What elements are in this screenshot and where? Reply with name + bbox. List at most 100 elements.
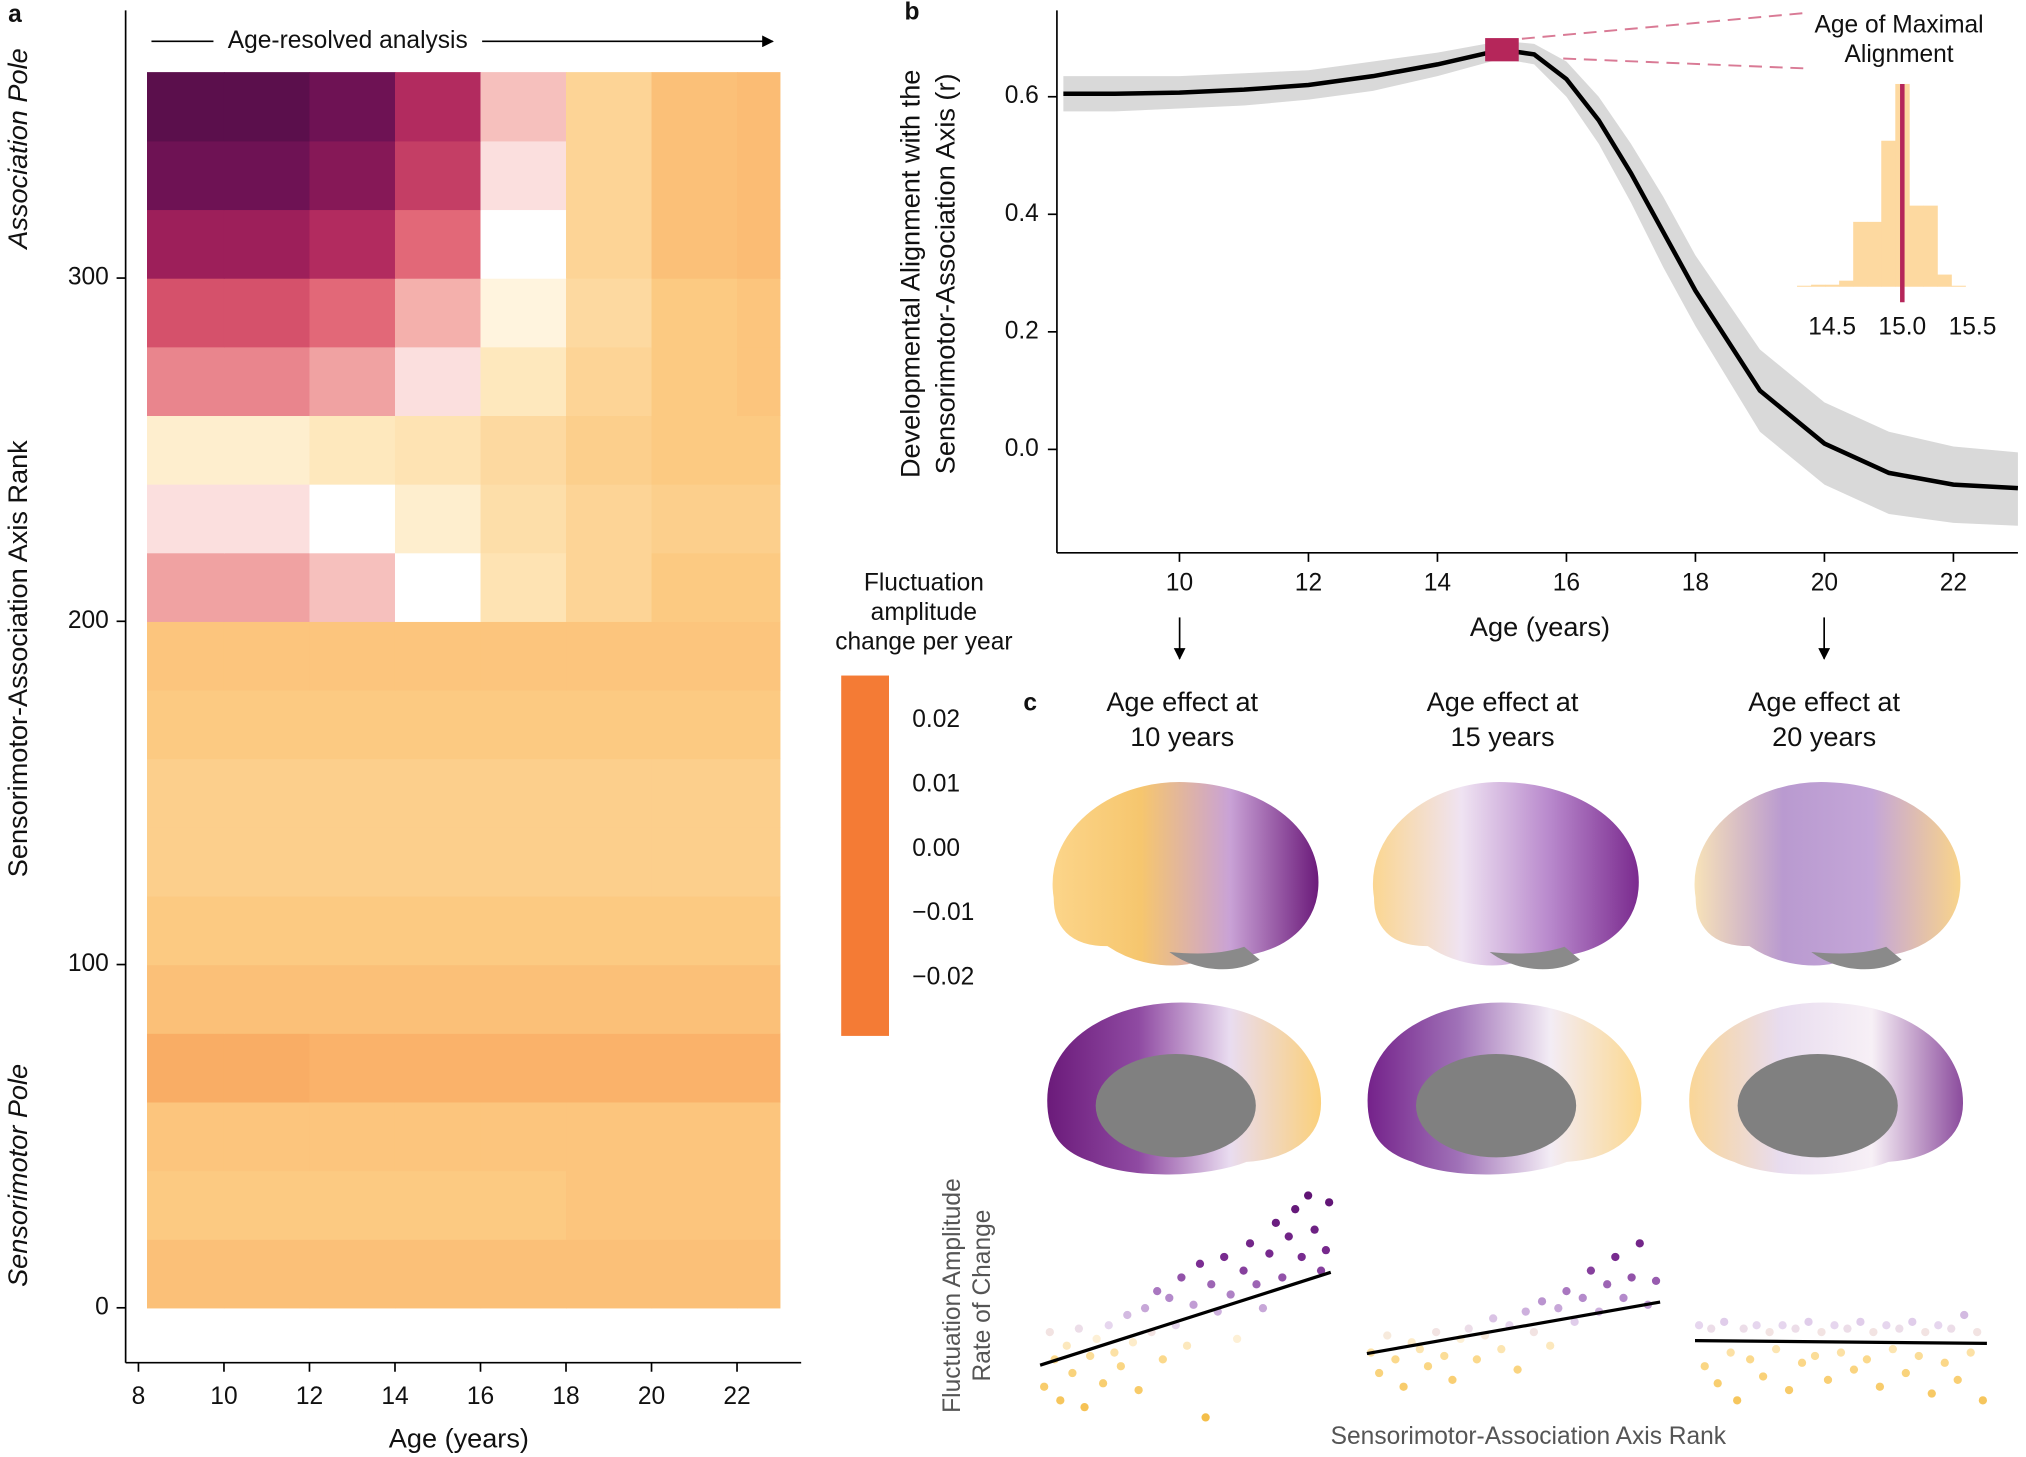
x-axis-label: Age (years) bbox=[389, 1422, 529, 1453]
heatmap-cell bbox=[147, 895, 225, 966]
scatter-point bbox=[1953, 1375, 1962, 1385]
heatmap-cell bbox=[737, 758, 781, 828]
heatmap-cell bbox=[566, 209, 653, 279]
heatmap-cell bbox=[309, 758, 396, 828]
heatmap-cell bbox=[651, 346, 738, 417]
heatmap-cell bbox=[480, 484, 567, 554]
scatter-point bbox=[1110, 1348, 1119, 1357]
scatter-point bbox=[1195, 1259, 1205, 1268]
scatter-point bbox=[1239, 1266, 1248, 1275]
scatter-point bbox=[1201, 1413, 1210, 1422]
heatmap-cell bbox=[223, 895, 311, 966]
scatter-title: 20 years bbox=[1772, 721, 1876, 752]
heatmap-cell bbox=[737, 346, 781, 417]
histogram-bar bbox=[1951, 285, 1966, 287]
heatmap-cell bbox=[737, 72, 781, 142]
colorbar-tick-label: 0.02 bbox=[912, 706, 960, 733]
scatter-point bbox=[1901, 1368, 1910, 1378]
heatmap-cell bbox=[651, 1239, 738, 1309]
scatter-point bbox=[1849, 1365, 1859, 1374]
x-tick-label: 10 bbox=[1166, 569, 1193, 596]
heatmap-cell bbox=[394, 895, 482, 966]
y-tick-label: 100 bbox=[68, 950, 109, 977]
scatter-point bbox=[1765, 1327, 1774, 1337]
inset-title: Alignment bbox=[1845, 41, 1954, 68]
heatmap-cell bbox=[566, 1170, 653, 1240]
heatmap-cell bbox=[223, 72, 311, 142]
heatmap-cell bbox=[651, 1033, 738, 1103]
heatmap-cell bbox=[480, 209, 567, 279]
scatter-point bbox=[1423, 1362, 1433, 1371]
heatmap-cell bbox=[480, 689, 567, 760]
scatter-point bbox=[1843, 1324, 1852, 1333]
heatmap-cell bbox=[394, 827, 482, 897]
scatter-point bbox=[1252, 1280, 1261, 1289]
x-tick-label: 15.0 bbox=[1878, 314, 1926, 341]
scatter-point bbox=[1291, 1205, 1300, 1214]
heatmap-cell bbox=[147, 346, 225, 417]
heatmap-cell bbox=[566, 278, 653, 348]
x-tick-label: 20 bbox=[1811, 569, 1838, 596]
heatmap-cell bbox=[147, 484, 225, 554]
scatter-point bbox=[1415, 1345, 1424, 1354]
heatmap-cell bbox=[394, 140, 482, 211]
heatmap-cell bbox=[309, 552, 396, 622]
histogram-bar bbox=[1937, 274, 1952, 287]
heatmap-cell bbox=[223, 758, 311, 828]
heatmap-cell bbox=[147, 964, 225, 1034]
scatter-point bbox=[1304, 1191, 1313, 1200]
scatter-point bbox=[1080, 1403, 1089, 1412]
histogram-bar bbox=[1881, 140, 1896, 287]
heatmap-cell bbox=[651, 140, 738, 211]
heatmap-cell bbox=[566, 415, 653, 485]
scatter-point bbox=[1278, 1273, 1287, 1282]
heatmap-cell bbox=[309, 1101, 396, 1172]
histogram-bar bbox=[1811, 284, 1826, 287]
scatter-point bbox=[1934, 1321, 1943, 1330]
colorbar-tick-label: 0.01 bbox=[912, 770, 960, 797]
histogram-bar bbox=[1867, 221, 1882, 287]
scatter-title: Age effect at bbox=[1427, 686, 1579, 717]
heatmap-cell bbox=[394, 621, 482, 691]
heatmap-cell bbox=[147, 552, 225, 622]
brain-surface bbox=[1693, 780, 1962, 967]
scatter-point bbox=[1537, 1297, 1547, 1306]
heatmap-cell bbox=[309, 1170, 396, 1240]
heatmap-cell bbox=[566, 1101, 653, 1172]
brain-surface bbox=[1051, 780, 1320, 967]
colorbar-title: Fluctuation bbox=[864, 569, 984, 596]
heatmap-cell bbox=[737, 621, 781, 691]
heatmap-cell bbox=[651, 72, 738, 142]
scatter-point bbox=[1399, 1382, 1408, 1391]
heatmap-cell bbox=[480, 827, 567, 897]
histogram-bar bbox=[1923, 205, 1938, 287]
scatter-point bbox=[1086, 1351, 1095, 1361]
heatmap-cell bbox=[309, 140, 396, 211]
heatmap-cell bbox=[394, 1101, 482, 1172]
heatmap-cell bbox=[651, 415, 738, 485]
heatmap-cell bbox=[651, 1170, 738, 1240]
heatmap-cell bbox=[480, 758, 567, 828]
y-tick-label: 300 bbox=[68, 264, 109, 291]
scatter-point bbox=[1497, 1345, 1506, 1354]
panel-label: c bbox=[1023, 689, 1037, 716]
heatmap-cell bbox=[309, 827, 396, 897]
scatter-point bbox=[1635, 1239, 1644, 1248]
scatter-point bbox=[1784, 1385, 1794, 1395]
histogram-bar bbox=[1853, 221, 1868, 287]
scatter-point bbox=[1284, 1232, 1293, 1241]
x-tick-label: 22 bbox=[1940, 569, 1967, 596]
fit-line bbox=[1039, 1270, 1332, 1367]
scatter-point bbox=[1177, 1273, 1186, 1282]
heatmap-cell bbox=[309, 621, 396, 691]
heatmap-cell bbox=[223, 415, 311, 485]
heatmap-cell bbox=[566, 758, 653, 828]
scatter-point bbox=[1056, 1396, 1065, 1405]
heatmap-cell bbox=[223, 1170, 311, 1240]
heatmap-cell bbox=[223, 209, 311, 279]
scatter-point bbox=[1888, 1345, 1897, 1354]
x-tick-label: 14 bbox=[381, 1383, 408, 1410]
y-tick-label: 0.6 bbox=[1005, 82, 1039, 109]
heatmap-cell bbox=[309, 895, 396, 966]
heatmap-cell bbox=[566, 72, 653, 142]
